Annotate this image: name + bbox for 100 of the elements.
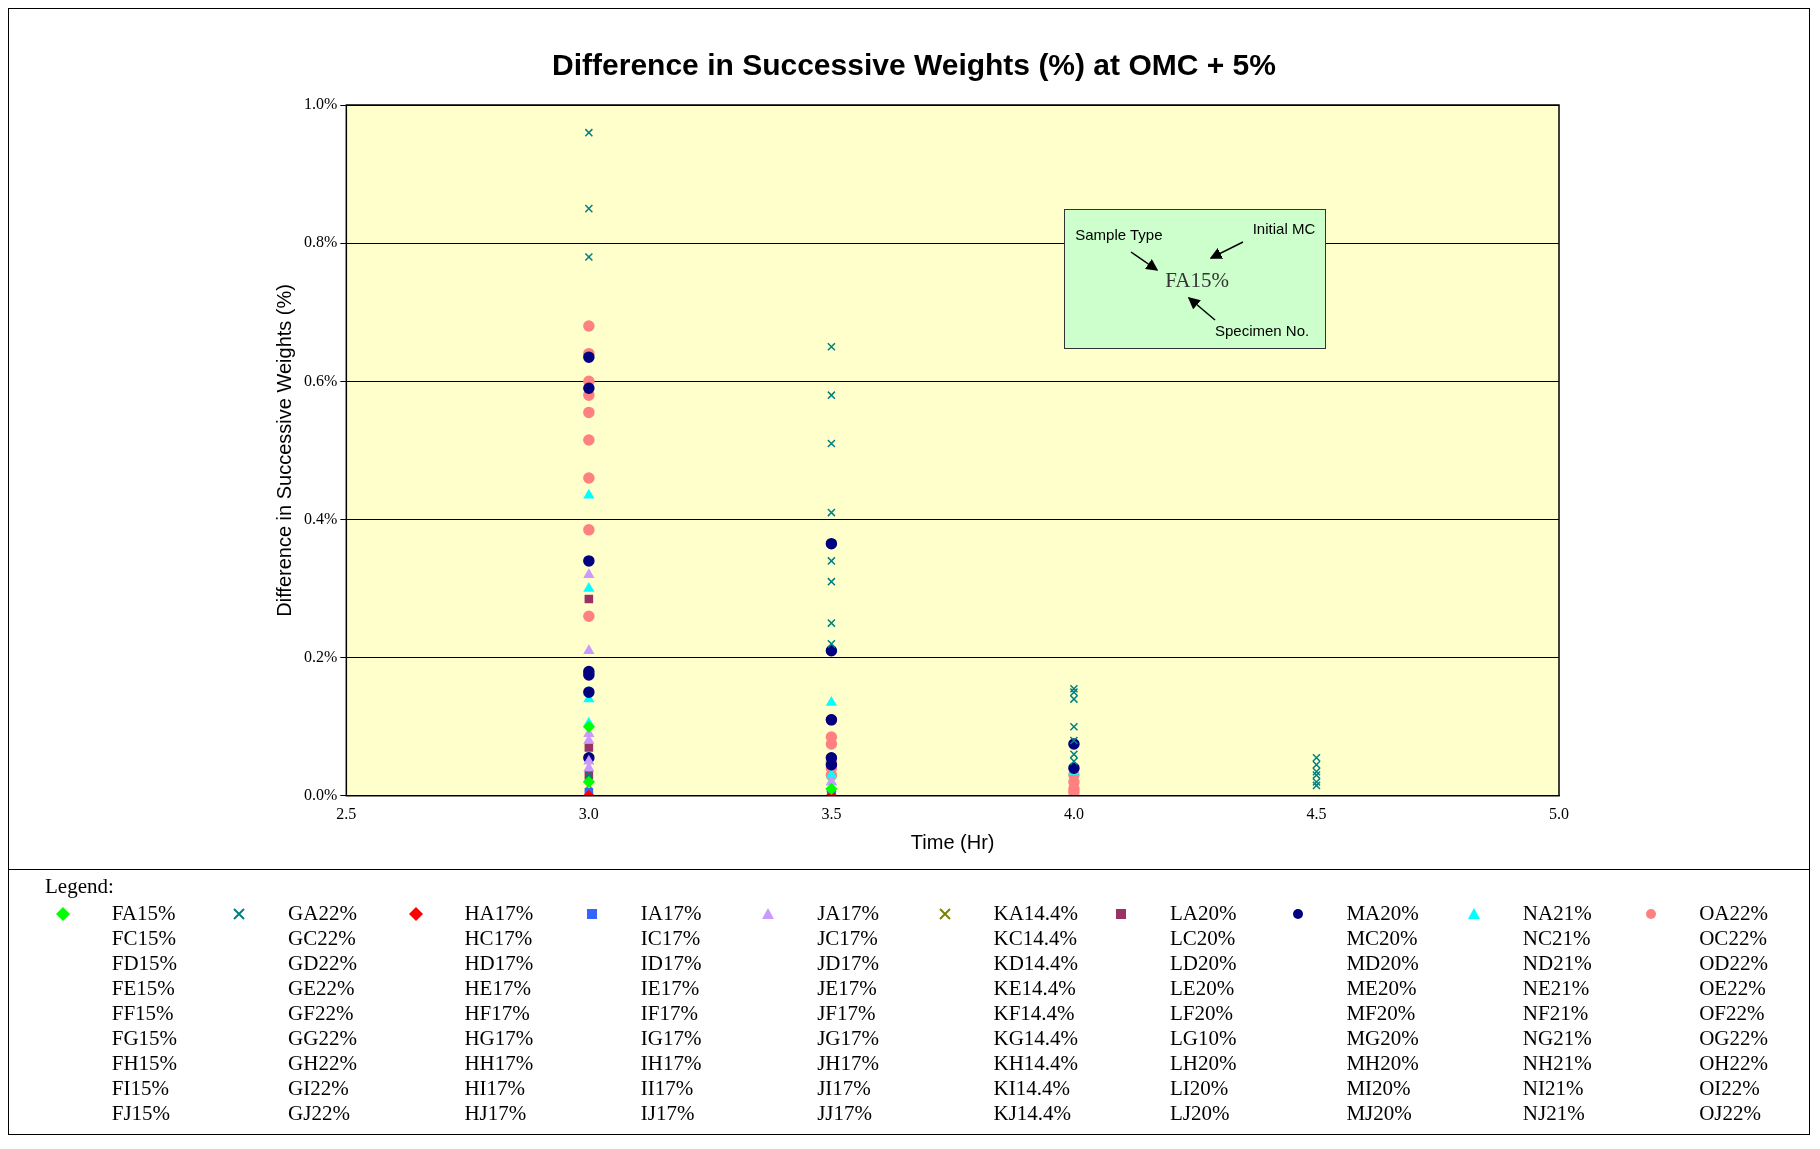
x-tick-label: 5.0 — [1549, 804, 1569, 822]
legend-label: KA14.4% — [993, 901, 1080, 926]
legend-label: GA22% — [288, 901, 358, 926]
annotation: Specimen No. — [1215, 321, 1310, 339]
text: KH14.4% — [993, 1051, 1080, 1076]
text: MF20% — [1346, 1001, 1417, 1026]
text: ME20% — [1346, 976, 1418, 1001]
x-tick-label: 4.0 — [1063, 804, 1084, 822]
text: OJ22% — [1699, 1101, 1763, 1126]
text: NH21% — [1522, 1051, 1593, 1076]
text: IF17% — [640, 1001, 699, 1026]
legend-label: FA15% — [111, 901, 177, 926]
text: OH22% — [1699, 1051, 1770, 1076]
text: OF22% — [1699, 1001, 1766, 1026]
text: II17% — [640, 1076, 695, 1101]
text: GF22% — [288, 1001, 355, 1026]
annotation: Sample Type — [1075, 225, 1163, 243]
text: IG17% — [640, 1026, 703, 1051]
text: NI21% — [1522, 1076, 1585, 1101]
text: LG10% — [1170, 1026, 1238, 1051]
text: NF21% — [1522, 1001, 1590, 1026]
text: JG17% — [817, 1026, 880, 1051]
text: LI20% — [1170, 1076, 1230, 1101]
text: JJ17% — [817, 1101, 873, 1126]
text: JF17% — [817, 1001, 877, 1026]
text: HE17% — [464, 976, 532, 1001]
text: IC17% — [640, 926, 702, 951]
text: FI15% — [111, 1076, 170, 1101]
annotation: Initial MC — [1252, 219, 1316, 237]
legend-label: OA22% — [1699, 901, 1770, 926]
text: LC20% — [1170, 926, 1237, 951]
y-tick-label: 0.8% — [304, 233, 338, 251]
text: HH17% — [464, 1051, 535, 1076]
text: OC22% — [1699, 926, 1768, 951]
text: NE21% — [1522, 976, 1591, 1001]
text: OI22% — [1699, 1076, 1761, 1101]
text: FG15% — [111, 1026, 179, 1051]
x-tick-label: 4.5 — [1306, 804, 1327, 822]
text: GE22% — [288, 976, 356, 1001]
legend-label: HA17% — [464, 901, 535, 926]
text: LF20% — [1170, 1001, 1234, 1026]
text: FE15% — [111, 976, 176, 1001]
text: KI14.4% — [993, 1076, 1071, 1101]
text: JE17% — [817, 976, 878, 1001]
text: FF15% — [111, 1001, 175, 1026]
text: GC22% — [288, 926, 357, 951]
text: JH17% — [817, 1051, 880, 1076]
text: LE20% — [1170, 976, 1236, 1001]
text: HF17% — [464, 1001, 531, 1026]
text: IJ17% — [640, 1101, 696, 1126]
text: LJ20% — [1170, 1101, 1231, 1126]
legend-title: Legend: — [45, 874, 115, 899]
x-tick-label: 3.0 — [578, 804, 599, 822]
text: KD14.4% — [993, 951, 1080, 976]
y-tick-label: 0.0% — [304, 786, 338, 803]
text: KE14.4% — [993, 976, 1077, 1001]
text: ID17% — [640, 951, 703, 976]
y-tick-label: 0.6% — [304, 371, 338, 389]
text: NG21% — [1522, 1026, 1593, 1051]
text: JD17% — [817, 951, 880, 976]
text: JC17% — [817, 926, 879, 951]
text: GG22% — [288, 1026, 358, 1051]
y-tick-label: 1.0% — [304, 95, 338, 113]
x-axis-title: Time (Hr) — [910, 830, 995, 853]
text: HG17% — [464, 1026, 535, 1051]
text: OE22% — [1699, 976, 1767, 1001]
text: KC14.4% — [993, 926, 1078, 951]
text: NC21% — [1522, 926, 1592, 951]
legend-label: LA20% — [1170, 901, 1238, 926]
text: JI17% — [817, 1076, 872, 1101]
text: HI17% — [464, 1076, 527, 1101]
annotation: FA15% — [1165, 267, 1229, 293]
text: MJ20% — [1346, 1101, 1413, 1126]
legend-label: MA20% — [1346, 901, 1420, 926]
text: LD20% — [1170, 951, 1238, 976]
text: MC20% — [1346, 926, 1419, 951]
text: HC17% — [464, 926, 534, 951]
text: OD22% — [1699, 951, 1770, 976]
text: GI22% — [288, 1076, 350, 1101]
y-tick-label: 0.2% — [304, 647, 338, 665]
legend-label: JA17% — [817, 901, 880, 926]
legend-label: NA21% — [1522, 901, 1593, 926]
text: LH20% — [1170, 1051, 1238, 1076]
y-axis-title: Difference in Successive Weights (%) — [272, 284, 295, 617]
text: KF14.4% — [993, 1001, 1076, 1026]
text: IE17% — [640, 976, 701, 1001]
text: GD22% — [288, 951, 358, 976]
text: NJ21% — [1522, 1101, 1586, 1126]
x-tick-label: 3.5 — [821, 804, 842, 822]
text: KJ14.4% — [993, 1101, 1073, 1126]
text: ND21% — [1522, 951, 1593, 976]
text: MI20% — [1346, 1076, 1412, 1101]
text: GH22% — [288, 1051, 358, 1076]
text: MG20% — [1346, 1026, 1420, 1051]
text: FD15% — [111, 951, 179, 976]
text: HJ17% — [464, 1101, 528, 1126]
text: KG14.4% — [993, 1026, 1080, 1051]
y-tick-label: 0.4% — [304, 509, 338, 527]
text: OG22% — [1699, 1026, 1770, 1051]
x-tick-label: 2.5 — [336, 804, 357, 822]
